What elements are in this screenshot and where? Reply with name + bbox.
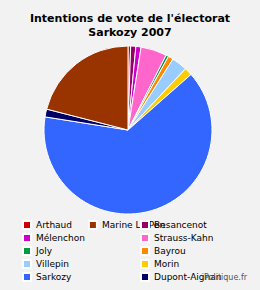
svg-text:iPolitique.fr: iPolitique.fr [202,273,248,282]
svg-text:Strauss-Kahn: Strauss-Kahn [154,233,213,243]
svg-text:Joly: Joly [35,246,53,256]
svg-text:Arthaud: Arthaud [36,220,72,230]
svg-text:Sarkozy: Sarkozy [36,272,72,282]
svg-text:Intentions de vote de l'électo: Intentions de vote de l'électorat [30,12,230,25]
svg-text:Sarkozy 2007: Sarkozy 2007 [88,26,171,39]
svg-text:Bayrou: Bayrou [154,246,186,256]
svg-text:Dupont-Aignan: Dupont-Aignan [154,272,222,282]
svg-text:Villepin: Villepin [36,259,69,269]
svg-text:Besancenot: Besancenot [154,220,207,230]
svg-text:Morin: Morin [154,259,179,269]
svg-text:Marine Le Pen: Marine Le Pen [101,220,166,230]
svg-text:Mélenchon: Mélenchon [36,233,85,243]
